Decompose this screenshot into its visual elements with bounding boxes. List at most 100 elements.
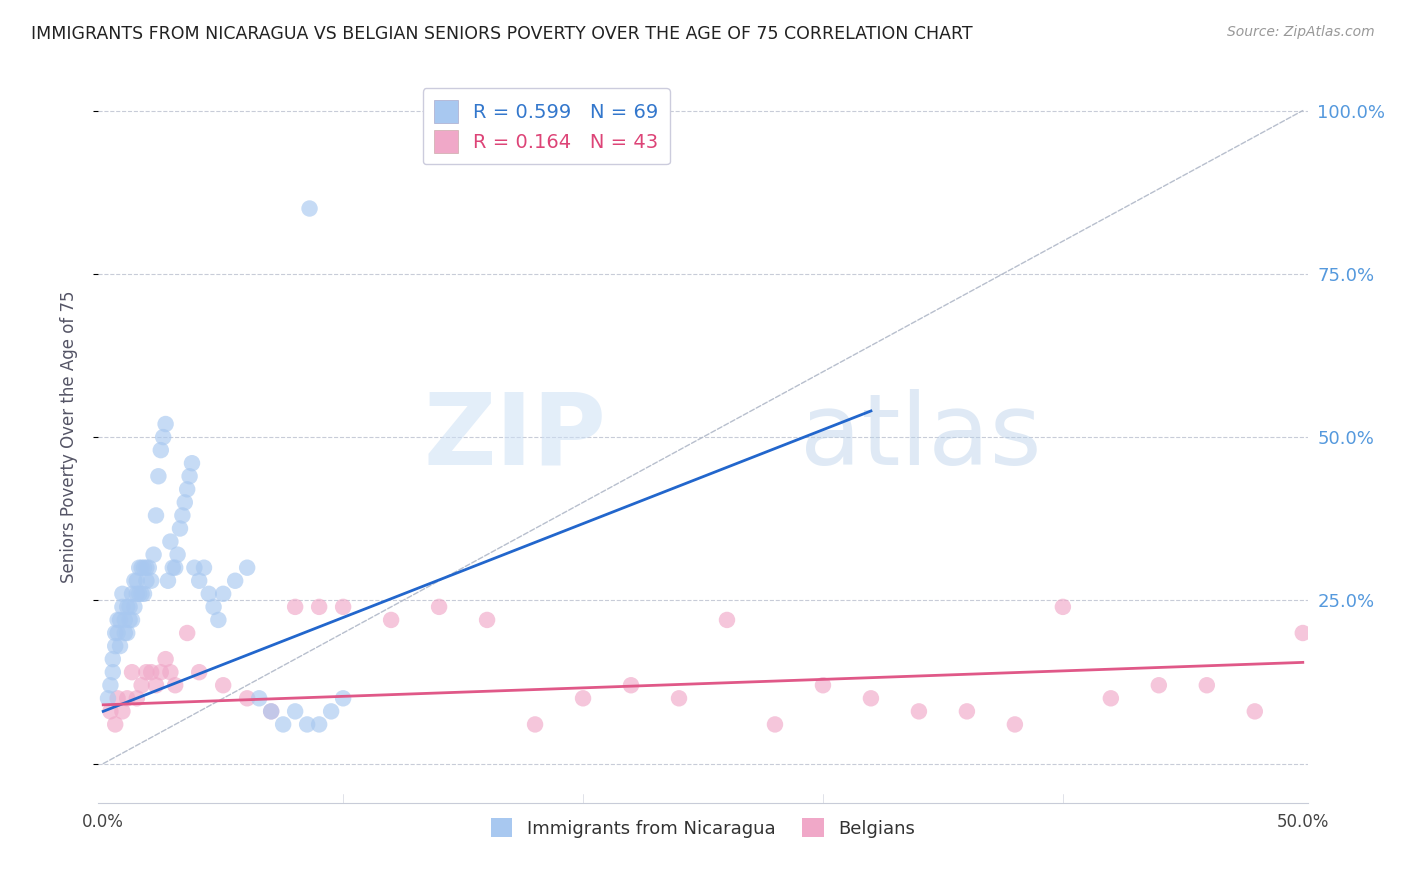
Point xyxy=(956,705,979,719)
Point xyxy=(115,599,138,614)
Text: Source: ZipAtlas.com: Source: ZipAtlas.com xyxy=(1227,25,1375,39)
Point xyxy=(114,613,136,627)
Point xyxy=(165,678,187,692)
Point xyxy=(165,560,187,574)
Point xyxy=(155,652,177,666)
Point xyxy=(145,678,167,692)
Point xyxy=(145,508,167,523)
Point xyxy=(169,521,191,535)
Point xyxy=(159,534,181,549)
Point xyxy=(188,574,211,588)
Point xyxy=(108,613,131,627)
Point xyxy=(101,665,124,680)
Point xyxy=(260,705,283,719)
Point xyxy=(118,599,141,614)
Point xyxy=(247,691,270,706)
Point xyxy=(166,548,188,562)
Point xyxy=(1147,678,1170,692)
Point xyxy=(128,587,150,601)
Point xyxy=(135,560,157,574)
Point xyxy=(332,691,354,706)
Point xyxy=(321,705,343,719)
Point xyxy=(155,417,177,431)
Point xyxy=(132,560,155,574)
Point xyxy=(100,678,122,692)
Point xyxy=(115,626,138,640)
Point xyxy=(179,469,201,483)
Point xyxy=(141,665,163,680)
Text: ZIP: ZIP xyxy=(423,389,606,485)
Point xyxy=(107,691,129,706)
Point xyxy=(138,560,160,574)
Point xyxy=(859,691,882,706)
Point xyxy=(284,599,307,614)
Point xyxy=(142,548,165,562)
Point xyxy=(115,691,138,706)
Point xyxy=(202,599,225,614)
Point xyxy=(236,560,259,574)
Point xyxy=(1292,626,1315,640)
Point xyxy=(100,705,122,719)
Point xyxy=(125,574,148,588)
Point xyxy=(124,574,146,588)
Point xyxy=(135,665,157,680)
Point xyxy=(271,717,294,731)
Point xyxy=(1004,717,1026,731)
Point xyxy=(260,705,283,719)
Point xyxy=(183,560,205,574)
Point xyxy=(149,665,172,680)
Point xyxy=(212,587,235,601)
Point xyxy=(125,587,148,601)
Point xyxy=(121,665,143,680)
Point xyxy=(811,678,834,692)
Point xyxy=(1052,599,1074,614)
Point xyxy=(125,691,148,706)
Point xyxy=(524,717,547,731)
Point xyxy=(131,678,153,692)
Point xyxy=(176,483,198,497)
Point xyxy=(224,574,246,588)
Point xyxy=(104,717,127,731)
Point xyxy=(107,626,129,640)
Point xyxy=(114,626,136,640)
Point xyxy=(284,705,307,719)
Point xyxy=(173,495,195,509)
Point xyxy=(128,560,150,574)
Point xyxy=(118,613,141,627)
Point xyxy=(308,599,330,614)
Point xyxy=(121,613,143,627)
Point xyxy=(193,560,215,574)
Point xyxy=(111,705,134,719)
Point xyxy=(107,613,129,627)
Point xyxy=(124,599,146,614)
Point xyxy=(121,587,143,601)
Point xyxy=(135,574,157,588)
Point xyxy=(97,691,120,706)
Point xyxy=(104,626,127,640)
Point xyxy=(332,599,354,614)
Text: atlas: atlas xyxy=(800,389,1042,485)
Legend: Immigrants from Nicaragua, Belgians: Immigrants from Nicaragua, Belgians xyxy=(484,811,922,845)
Point xyxy=(172,508,194,523)
Point xyxy=(148,469,170,483)
Point xyxy=(475,613,498,627)
Point xyxy=(111,599,134,614)
Point xyxy=(380,613,402,627)
Point xyxy=(1243,705,1265,719)
Point xyxy=(1195,678,1218,692)
Point xyxy=(212,678,235,692)
Point xyxy=(162,560,184,574)
Point xyxy=(149,443,172,458)
Point xyxy=(427,599,450,614)
Point xyxy=(101,652,124,666)
Text: IMMIGRANTS FROM NICARAGUA VS BELGIAN SENIORS POVERTY OVER THE AGE OF 75 CORRELAT: IMMIGRANTS FROM NICARAGUA VS BELGIAN SEN… xyxy=(31,25,973,43)
Point xyxy=(197,587,219,601)
Point xyxy=(308,717,330,731)
Point xyxy=(108,639,131,653)
Point xyxy=(176,626,198,640)
Point xyxy=(295,717,318,731)
Point xyxy=(763,717,786,731)
Point xyxy=(620,678,643,692)
Point xyxy=(908,705,931,719)
Point xyxy=(298,202,321,216)
